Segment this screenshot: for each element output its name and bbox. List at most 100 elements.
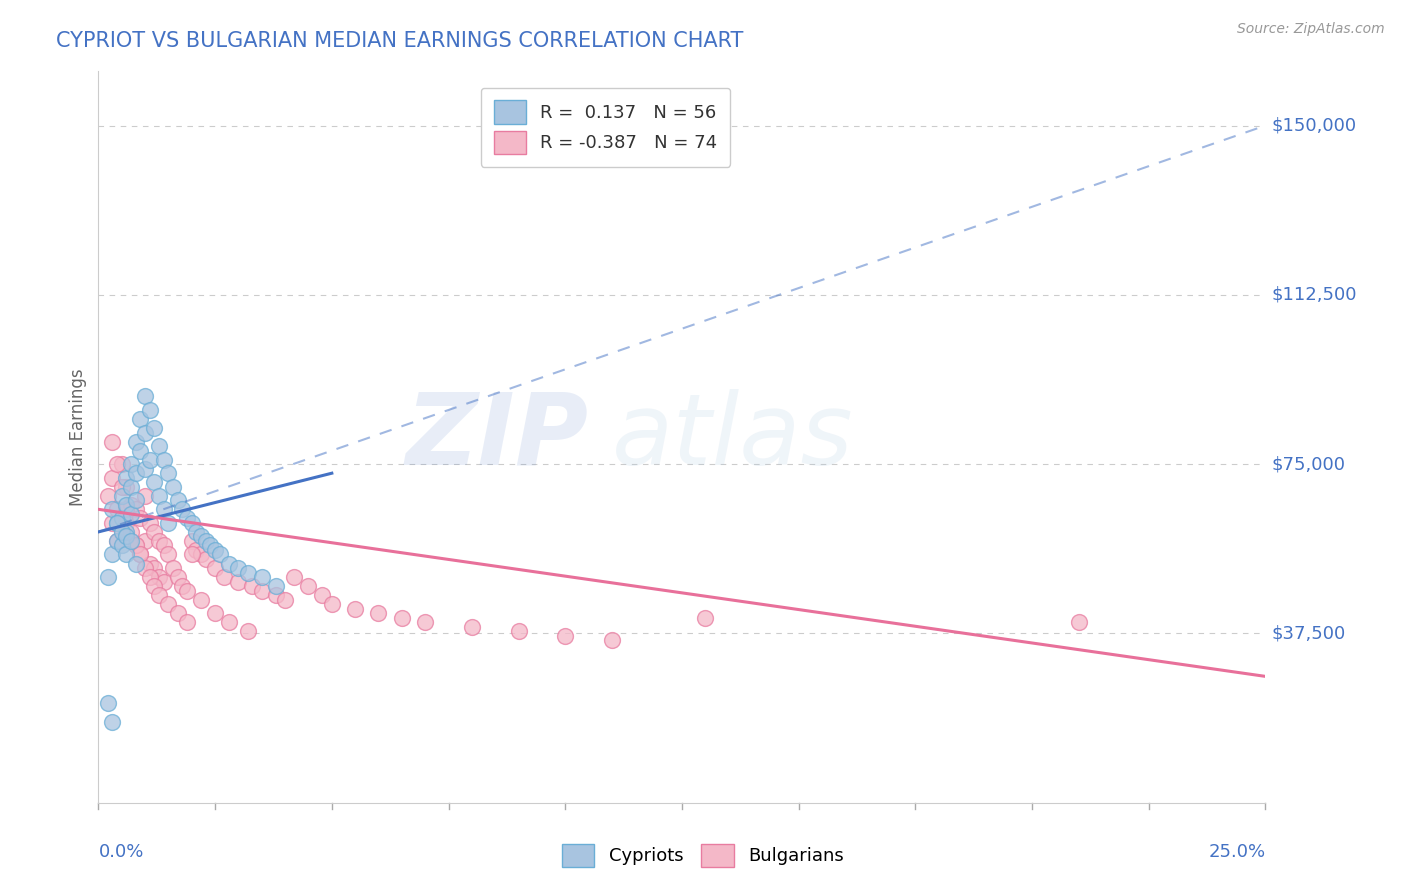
Point bbox=[242, 579, 264, 593]
Point bbox=[554, 629, 576, 643]
Point bbox=[311, 588, 333, 602]
Point bbox=[97, 697, 120, 711]
Point bbox=[105, 533, 128, 548]
Point bbox=[208, 548, 231, 562]
Point bbox=[508, 624, 530, 639]
Point bbox=[143, 561, 166, 575]
Point bbox=[461, 620, 484, 634]
Point bbox=[115, 498, 138, 512]
Point bbox=[120, 498, 142, 512]
Point bbox=[120, 480, 142, 494]
Point bbox=[250, 583, 273, 598]
Point bbox=[228, 561, 250, 575]
Point bbox=[129, 548, 152, 562]
Point bbox=[152, 452, 174, 467]
Point bbox=[1067, 615, 1090, 630]
Point bbox=[176, 511, 198, 525]
Point bbox=[148, 588, 170, 602]
Point bbox=[180, 516, 202, 530]
Point bbox=[120, 533, 142, 548]
Point bbox=[134, 489, 156, 503]
Point bbox=[695, 610, 717, 624]
Point bbox=[143, 421, 166, 435]
Point bbox=[120, 457, 142, 471]
Point bbox=[186, 524, 208, 539]
Point bbox=[180, 548, 202, 562]
Text: 25.0%: 25.0% bbox=[1208, 843, 1265, 861]
Point bbox=[157, 466, 180, 480]
Point bbox=[105, 516, 128, 530]
Point bbox=[166, 493, 188, 508]
Point bbox=[111, 457, 134, 471]
Point bbox=[101, 548, 124, 562]
Point bbox=[204, 606, 226, 620]
Point bbox=[105, 502, 128, 516]
Point bbox=[190, 529, 212, 543]
Point bbox=[264, 579, 287, 593]
Point bbox=[111, 511, 134, 525]
Point bbox=[111, 524, 134, 539]
Point bbox=[148, 439, 170, 453]
Point bbox=[143, 524, 166, 539]
Point bbox=[194, 552, 217, 566]
Text: $37,500: $37,500 bbox=[1271, 624, 1346, 642]
Point bbox=[139, 452, 162, 467]
Point bbox=[344, 601, 367, 615]
Text: Source: ZipAtlas.com: Source: ZipAtlas.com bbox=[1237, 22, 1385, 37]
Point bbox=[125, 538, 148, 552]
Point bbox=[204, 543, 226, 558]
Point bbox=[148, 570, 170, 584]
Point bbox=[236, 624, 259, 639]
Point bbox=[139, 557, 162, 571]
Point bbox=[115, 480, 138, 494]
Point bbox=[274, 592, 297, 607]
Point bbox=[105, 516, 128, 530]
Point bbox=[105, 457, 128, 471]
Point bbox=[190, 548, 212, 562]
Point bbox=[218, 615, 240, 630]
Point bbox=[157, 548, 180, 562]
Point bbox=[321, 597, 343, 611]
Y-axis label: Median Earnings: Median Earnings bbox=[69, 368, 87, 506]
Point bbox=[115, 502, 138, 516]
Point bbox=[172, 579, 194, 593]
Point bbox=[250, 570, 273, 584]
Point bbox=[111, 524, 134, 539]
Legend: Cypriots, Bulgarians: Cypriots, Bulgarians bbox=[554, 837, 852, 874]
Point bbox=[115, 548, 138, 562]
Point bbox=[283, 570, 305, 584]
Point bbox=[105, 533, 128, 548]
Point bbox=[157, 597, 180, 611]
Point bbox=[218, 557, 240, 571]
Point bbox=[115, 524, 138, 539]
Point bbox=[413, 615, 436, 630]
Point bbox=[200, 538, 222, 552]
Point bbox=[97, 570, 120, 584]
Point bbox=[180, 533, 202, 548]
Point bbox=[152, 574, 174, 589]
Point bbox=[101, 714, 124, 729]
Text: ZIP: ZIP bbox=[405, 389, 589, 485]
Point bbox=[125, 493, 148, 508]
Point bbox=[236, 566, 259, 580]
Point bbox=[194, 533, 217, 548]
Point bbox=[120, 507, 142, 521]
Point bbox=[101, 516, 124, 530]
Point bbox=[134, 533, 156, 548]
Point bbox=[134, 561, 156, 575]
Point bbox=[125, 538, 148, 552]
Point bbox=[134, 425, 156, 440]
Point bbox=[143, 579, 166, 593]
Point bbox=[176, 615, 198, 630]
Point bbox=[148, 489, 170, 503]
Point bbox=[186, 543, 208, 558]
Point bbox=[129, 443, 152, 458]
Text: $75,000: $75,000 bbox=[1271, 455, 1346, 473]
Point bbox=[97, 489, 120, 503]
Point bbox=[101, 434, 124, 449]
Text: CYPRIOT VS BULGARIAN MEDIAN EARNINGS CORRELATION CHART: CYPRIOT VS BULGARIAN MEDIAN EARNINGS COR… bbox=[56, 31, 744, 51]
Point bbox=[367, 606, 389, 620]
Point bbox=[600, 633, 623, 648]
Point bbox=[166, 606, 188, 620]
Point bbox=[176, 583, 198, 598]
